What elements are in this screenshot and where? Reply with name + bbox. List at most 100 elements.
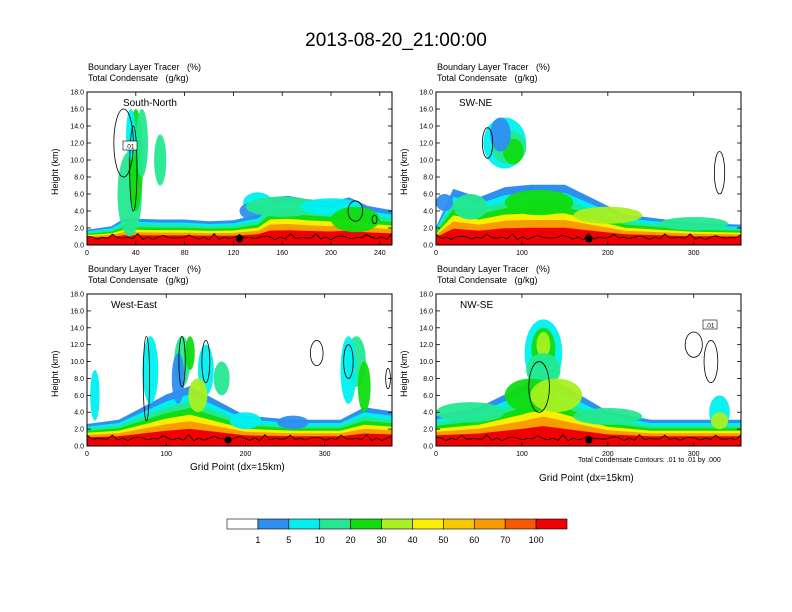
y-tick-label: 10.0	[419, 359, 433, 366]
site-marker	[585, 235, 593, 243]
terrain-line	[87, 433, 392, 446]
y-tick-label: 0.0	[74, 444, 84, 451]
y-tick-label: 2.0	[74, 427, 84, 434]
colorbar-swatch	[381, 518, 413, 530]
panel-header-sn: Boundary Layer Tracer (%) Total Condensa…	[88, 62, 202, 83]
colorbar-label: 30	[377, 535, 387, 545]
tracer-blob	[573, 206, 643, 224]
y-tick-label: 10.0	[70, 158, 84, 165]
tracer-blob	[142, 336, 159, 404]
plot-frame	[86, 91, 393, 246]
condensate-contour	[310, 340, 324, 367]
condensate-contour	[129, 125, 138, 212]
y-tick-label: 16.0	[70, 308, 84, 315]
x-tick-label: 240	[374, 250, 386, 257]
y-tick-label: 8.0	[423, 175, 433, 182]
y-tick-label: 6.0	[423, 393, 433, 400]
colorbar-label: 20	[346, 535, 356, 545]
tracer-blob	[710, 412, 729, 430]
condensate-contour	[713, 151, 726, 195]
panel-swne: 0.0 2.0 4.0 6.0 8.0 10.0 12.0 14.0 16.0 18.0 0 100 2…	[419, 90, 742, 257]
plot-area-swne	[436, 117, 741, 245]
y-tick-label: 10.0	[419, 158, 433, 165]
condensate-contour	[343, 344, 354, 379]
colorbar-swatch	[504, 518, 537, 530]
x-tick-label: 300	[319, 451, 331, 458]
plot-frame	[435, 91, 742, 246]
y-tick-label: 6.0	[423, 192, 433, 199]
plot-area-nwse	[436, 319, 741, 446]
y-tick-label: 16.0	[419, 308, 433, 315]
plot-frame	[86, 293, 393, 447]
y-tick-label: 18.0	[419, 90, 433, 97]
y-tick-label: 0.0	[423, 243, 433, 250]
panel-label: SW-NE	[459, 98, 492, 109]
y-tick-label: 8.0	[423, 376, 433, 383]
x-tick-label: 160	[276, 250, 288, 257]
contour-label: .01	[702, 319, 718, 330]
y-tick-label: 18.0	[70, 292, 84, 299]
y-tick-label: 18.0	[70, 90, 84, 97]
panel-sn: 0.0 2.0 4.0 6.0 8.0 10.0 12.0 14.0 16.0 18.0 0 40 80…	[70, 90, 393, 257]
x-tick-label: 100	[160, 451, 172, 458]
y-tick-label: 14.0	[419, 325, 433, 332]
panel-we: 0.0 2.0 4.0 6.0 8.0 10.0 12.0 14.0 16.0 18.0 0 100 2…	[70, 292, 393, 458]
y-tick-label: 0.0	[74, 243, 84, 250]
panel-label: NW-SE	[460, 300, 493, 311]
tracer-blob	[504, 189, 574, 216]
x-tick-label: 100	[516, 451, 528, 458]
colorbar-swatch	[319, 518, 351, 530]
tracer-blob	[573, 408, 643, 425]
y-tick-label: 16.0	[70, 107, 84, 114]
x-tick-label: 200	[325, 250, 337, 257]
tracer-blob	[188, 378, 208, 413]
y-tick-label: 4.0	[74, 209, 84, 216]
x-tick-label: 0	[85, 451, 89, 458]
x-tick-label: 80	[181, 250, 189, 257]
tracer-blob	[530, 378, 583, 413]
plot-area-we	[87, 335, 392, 446]
colorbar-swatch	[535, 518, 568, 530]
x-axis-label-we: Grid Point (dx=15km)	[190, 462, 285, 473]
colorbar-label: 60	[469, 535, 479, 545]
condensate-contour	[347, 200, 364, 222]
condensate-contour	[703, 340, 719, 384]
y-tick-label: 14.0	[70, 124, 84, 131]
y-tick-label: 12.0	[70, 342, 84, 349]
y-tick-label: 12.0	[70, 141, 84, 148]
tracer-blob	[277, 415, 309, 430]
colorbar-swatch	[288, 518, 321, 530]
tracer-blob	[135, 109, 148, 177]
x-tick-label: 300	[688, 451, 700, 458]
y-tick-label: 0.0	[423, 444, 433, 451]
y-tick-label: 10.0	[70, 359, 84, 366]
y-tick-label: 6.0	[74, 393, 84, 400]
y-tick-label: 14.0	[70, 325, 84, 332]
tracer-blob	[340, 336, 357, 404]
tracer-blob	[90, 370, 100, 421]
condensate-contour	[371, 214, 378, 225]
tracer-blob	[526, 353, 561, 387]
colorbar-label: 100	[529, 535, 544, 545]
x-tick-label: 200	[602, 451, 614, 458]
site-marker	[224, 436, 232, 444]
panel-label: South-North	[123, 98, 177, 109]
colorbar-swatch	[226, 518, 259, 530]
tracer-blob	[171, 353, 185, 404]
colorbar-swatch	[412, 518, 444, 530]
tracer-blob	[453, 194, 488, 220]
contour-note: Total Condensate Contours: .01 to .01 by…	[578, 457, 721, 464]
panel-header-swne: Boundary Layer Tracer (%) Total Condensa…	[437, 62, 551, 83]
svg-text:.01: .01	[125, 144, 134, 151]
panel-label: West-East	[111, 300, 157, 311]
condensate-contour	[201, 340, 211, 384]
y-tick-label: 4.0	[423, 209, 433, 216]
x-tick-label: 0	[85, 250, 89, 257]
site-marker	[585, 436, 593, 444]
tracer-blob	[659, 216, 729, 231]
y-tick-label: 18.0	[419, 292, 433, 299]
tracer-blob	[229, 412, 262, 430]
condensate-contour	[142, 335, 150, 422]
y-tick-label: 4.0	[423, 410, 433, 417]
